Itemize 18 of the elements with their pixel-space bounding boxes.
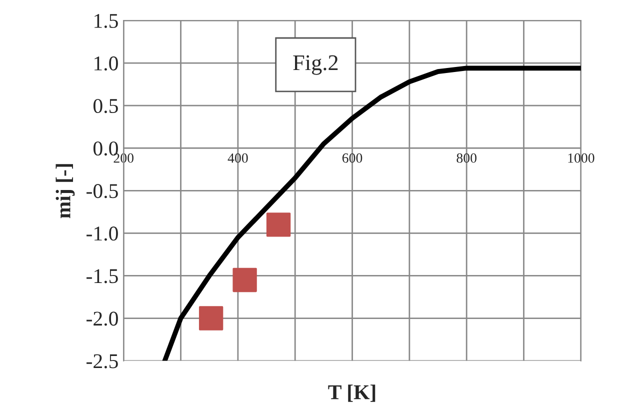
x-tick-label: 400 bbox=[228, 153, 248, 163]
point bbox=[198, 306, 224, 330]
x-tick-label: 800 bbox=[456, 153, 476, 163]
x-tick-label: 600 bbox=[342, 153, 362, 163]
y-tick-label: -1.5 bbox=[86, 269, 118, 284]
y-tick-label: -0.5 bbox=[86, 184, 118, 198]
y-tick-label: -2.5 bbox=[86, 354, 118, 368]
point bbox=[266, 212, 291, 237]
y-tick-label: -2.0 bbox=[86, 312, 118, 326]
x-axis-title: T [K] bbox=[328, 384, 376, 402]
y-tick-label: 1.5 bbox=[94, 14, 118, 28]
x-tick-label: 1000 bbox=[568, 153, 594, 163]
y-tick-label: -1.0 bbox=[86, 226, 118, 241]
y-tick-label: 1.0 bbox=[94, 56, 118, 71]
y-axis-title: mij [-] bbox=[56, 164, 75, 218]
annotation: Fig.2 bbox=[293, 55, 338, 75]
y-tick-label: 0.5 bbox=[93, 98, 118, 114]
point bbox=[232, 268, 257, 292]
